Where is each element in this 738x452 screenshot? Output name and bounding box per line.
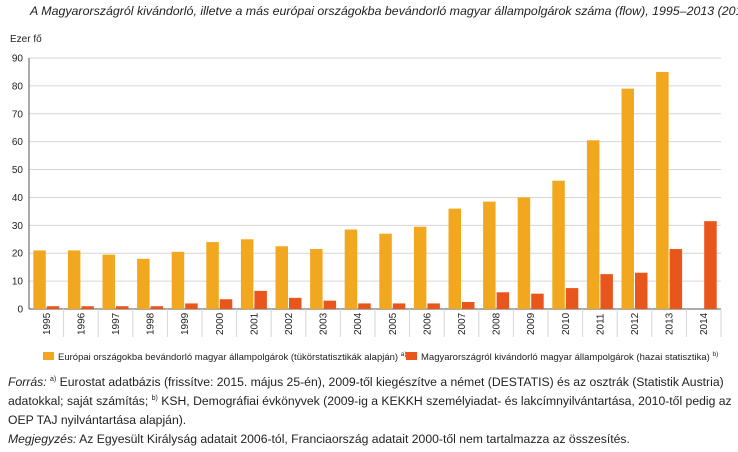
bar-europe-2011	[586, 140, 600, 309]
y-tick-label: 40	[12, 193, 24, 204]
legend-sup: b)	[712, 351, 718, 358]
bar-emigration-2011	[600, 274, 613, 309]
bar-europe-2006	[413, 226, 427, 309]
y-tick-label: 20	[12, 249, 24, 260]
legend-swatch-emigration	[406, 352, 417, 360]
legend-label-europe: Európai országokba bevándorló magyar áll…	[58, 351, 407, 363]
y-tick-label: 60	[12, 137, 24, 148]
bar-emigration-2002	[289, 297, 302, 309]
bar-europe-2010	[552, 180, 565, 309]
bar-europe-2003	[310, 249, 323, 309]
source-b-text: KSH, Demográfiai évkönyvek (2009-ig a KE…	[161, 394, 732, 408]
x-tick-label: 1997	[111, 312, 122, 335]
x-tick-label: 2010	[561, 312, 572, 335]
x-tick-label: 2005	[388, 312, 399, 335]
x-tick-label: 2013	[665, 312, 676, 335]
source-a-text-cont: adatokkal; saját számítás;	[8, 394, 149, 408]
bar-emigration-1995	[46, 306, 60, 309]
source-b-marker: b)	[151, 394, 158, 402]
bar-emigration-2000	[219, 299, 233, 309]
bar-emigration-2009	[531, 293, 544, 309]
source-b-text-cont: OEP TAJ nyilvántartása alapján).	[8, 413, 187, 427]
x-tick-label: 2002	[284, 312, 295, 335]
bar-emigration-2012	[635, 272, 648, 309]
bar-europe-2000	[206, 242, 219, 309]
bar-emigration-1998	[150, 306, 164, 309]
bar-emigration-1999	[185, 303, 198, 309]
y-tick-label: 10	[12, 277, 24, 288]
bar-europe-2005	[379, 233, 392, 309]
bar-europe-2002	[275, 246, 288, 309]
chart-title: A Magyarországról kivándorló, illetve a …	[30, 4, 738, 18]
bar-europe-1996	[67, 250, 81, 309]
legend: Európai országokba bevándorló magyar áll…	[43, 351, 718, 363]
x-tick-label: 2011	[595, 313, 606, 335]
x-tick-label: 2001	[249, 312, 260, 335]
y-tick-label: 0	[17, 305, 23, 316]
x-tick-label: 1998	[146, 312, 157, 335]
bars	[33, 71, 717, 309]
bar-emigration-1997	[116, 306, 129, 309]
bar-emigration-2006	[427, 303, 440, 309]
x-tick-label: 2003	[319, 312, 330, 335]
x-tick-label: 2012	[630, 312, 641, 335]
bar-europe-2012	[621, 88, 634, 309]
bar-europe-1995	[33, 250, 46, 309]
bar-europe-2013	[656, 71, 669, 309]
bar-emigration-2008	[496, 292, 510, 309]
x-tick-label: 2007	[457, 312, 468, 335]
source-a-text: Eurostat adatbázis (frissítve: 2015. máj…	[59, 375, 724, 389]
legend-swatch-europe	[43, 352, 54, 360]
x-tick-label: 2006	[422, 312, 433, 335]
bar-emigration-2005	[392, 303, 406, 309]
x-tick-label: 2008	[492, 312, 503, 335]
x-tick-label: 2009	[526, 312, 537, 335]
x-tick-label: 1999	[180, 312, 191, 335]
bar-europe-2007	[448, 208, 461, 309]
bar-emigration-2014	[704, 221, 717, 309]
bar-europe-1998	[137, 258, 150, 309]
y-axis: Ezer fő 0 10 20 30 40 50 60 70 80 90	[10, 34, 42, 316]
bar-europe-1997	[102, 254, 115, 309]
legend-label-emigration: Magyarországról kivándorló magyar államp…	[421, 351, 718, 363]
bar-emigration-2004	[358, 303, 371, 309]
y-tick-label: 70	[12, 109, 24, 120]
bar-europe-2004	[344, 229, 358, 309]
note-label: Megjegyzés:	[8, 432, 77, 446]
bar-europe-2001	[240, 239, 254, 309]
bar-emigration-2007	[462, 302, 475, 309]
y-tick-label: 30	[12, 221, 24, 232]
x-tick-label: 2004	[353, 312, 364, 335]
bar-europe-2009	[517, 197, 531, 309]
bar-europe-2008	[483, 201, 496, 309]
x-axis-labels: 1995 1996 1997 1998 1999 2000 2001 2002 2003 2004…	[42, 309, 722, 337]
y-tick-label: 50	[12, 165, 24, 176]
y-axis-label: Ezer fő	[10, 34, 42, 45]
legend-sup: a)	[401, 351, 407, 358]
x-tick-label: 1996	[76, 312, 87, 335]
note-text: Az Egyesült Királyság adatait 2006-tól, …	[79, 432, 630, 446]
source-label: Forrás:	[8, 375, 47, 389]
x-tick-label: 1995	[42, 312, 53, 335]
bar-emigration-1996	[81, 306, 94, 309]
bar-emigration-2003	[323, 300, 337, 309]
bar-europe-1999	[171, 251, 185, 309]
y-tick-label: 90	[12, 54, 24, 65]
grid-lines	[29, 57, 721, 310]
y-tick-label: 80	[12, 81, 24, 92]
source-note: Forrás: a) Eurostat adatbázis (frissítve…	[8, 373, 734, 449]
x-tick-label: 2000	[215, 312, 226, 335]
bar-emigration-2001	[254, 290, 267, 309]
bar-emigration-2010	[565, 288, 579, 309]
bar-emigration-2013	[669, 249, 683, 309]
x-tick-label: 2014	[699, 312, 710, 335]
source-a-marker: a)	[50, 375, 57, 383]
